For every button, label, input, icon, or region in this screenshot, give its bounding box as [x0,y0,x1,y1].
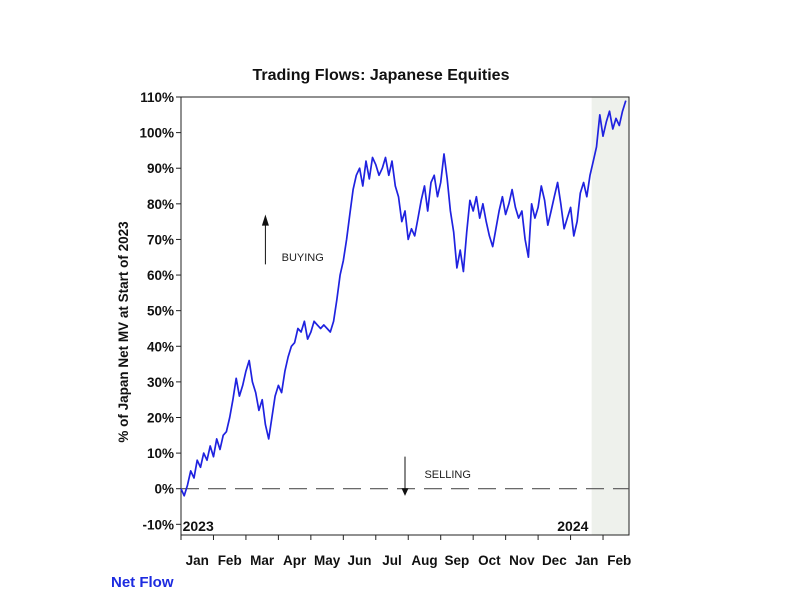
x-tick-label: Jun [348,553,372,568]
x-tick-label: Jan [186,553,209,568]
y-tick-label: 80% [147,197,174,212]
y-tick-label: 20% [147,410,174,425]
y-tick-label: 70% [147,232,174,247]
year-label-2024: 2024 [557,518,588,534]
net-flow-series-line [180,100,627,497]
y-tick-label: 60% [147,268,174,283]
y-tick-label: 100% [139,126,174,141]
buying-annotation: BUYING [282,252,324,264]
chart-title: Trading Flows: Japanese Equities [253,67,510,84]
selling-arrow-head [401,488,409,496]
x-tick-label: Dec [542,553,567,568]
x-tick-label: Feb [607,553,631,568]
x-tick-label: Feb [218,553,242,568]
y-tick-label: 90% [147,161,174,176]
y-tick-label: 10% [147,446,174,461]
shaded-region [591,97,629,535]
x-tick-label: Mar [250,553,275,568]
net-flow-label: Net Flow [111,574,174,591]
x-tick-label: Jan [575,553,598,568]
buying-arrow-head [261,214,269,226]
y-tick-label: 0% [154,482,174,497]
y-tick-label: 110% [140,90,174,105]
selling-annotation: SELLING [424,469,470,481]
y-tick-label: 50% [147,304,174,319]
y-tick-label: 40% [147,339,174,354]
plot-frame [180,96,630,536]
y-tick-label: -10% [142,517,174,532]
y-tick-label: 30% [147,375,174,390]
x-tick-label: May [314,553,341,568]
x-tick-label: Aug [411,553,437,568]
x-tick-label: Nov [509,553,535,568]
x-tick-label: Apr [283,553,307,568]
x-tick-label: Oct [478,553,501,568]
y-axis-label: % of Japan Net MV at Start of 2023 [116,221,131,443]
x-tick-label: Sep [445,553,470,568]
year-label-2023: 2023 [183,518,214,534]
x-tick-label: Jul [382,553,402,568]
